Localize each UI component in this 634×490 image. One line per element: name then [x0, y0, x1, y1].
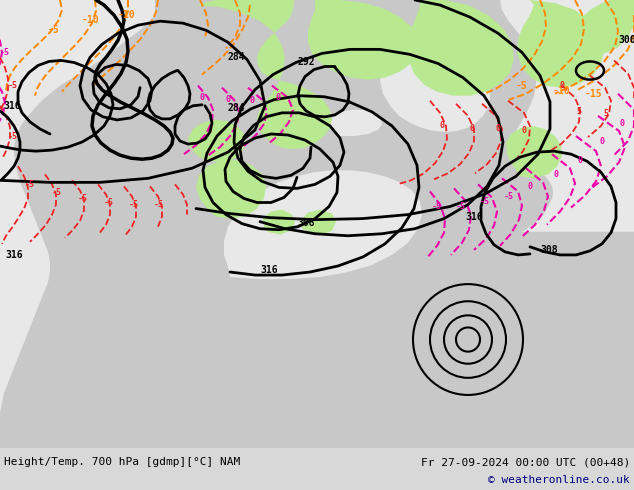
Text: 0: 0: [578, 156, 583, 165]
Polygon shape: [0, 0, 634, 448]
Polygon shape: [196, 160, 266, 219]
Text: 284: 284: [228, 52, 245, 62]
Text: 0: 0: [496, 124, 501, 133]
Text: -5: -5: [504, 192, 514, 201]
Text: 316: 316: [5, 250, 23, 260]
Text: 0: 0: [469, 124, 474, 133]
Polygon shape: [263, 210, 295, 235]
Text: -5: -5: [129, 200, 139, 209]
Polygon shape: [506, 126, 562, 178]
Text: 316: 316: [3, 101, 21, 111]
Text: -5: -5: [48, 25, 60, 35]
Text: 0: 0: [528, 182, 533, 191]
Text: -5: -5: [432, 202, 442, 211]
Polygon shape: [224, 170, 422, 279]
Text: -5: -5: [516, 81, 527, 91]
Polygon shape: [308, 0, 418, 79]
Text: 0: 0: [200, 93, 205, 102]
Polygon shape: [449, 30, 478, 55]
Text: -5: -5: [78, 194, 88, 203]
Text: © weatheronline.co.uk: © weatheronline.co.uk: [488, 475, 630, 485]
Polygon shape: [196, 0, 332, 149]
Text: 0: 0: [560, 81, 565, 90]
Text: -5: -5: [52, 188, 62, 197]
Polygon shape: [300, 210, 336, 235]
Text: 0: 0: [554, 170, 559, 179]
Text: 5: 5: [576, 107, 581, 116]
Text: -5: -5: [25, 180, 35, 189]
Text: -15: -15: [585, 89, 603, 98]
Polygon shape: [188, 120, 246, 162]
Text: -5: -5: [480, 197, 490, 206]
Text: Fr 27-09-2024 00:00 UTC (00+48): Fr 27-09-2024 00:00 UTC (00+48): [421, 457, 630, 467]
Text: -10: -10: [82, 15, 100, 25]
Text: -10: -10: [553, 86, 571, 96]
Text: 0: 0: [275, 93, 280, 102]
Text: -5: -5: [154, 200, 164, 209]
Text: Height/Temp. 700 hPa [gdmp][°C] NAM: Height/Temp. 700 hPa [gdmp][°C] NAM: [4, 457, 240, 467]
Text: 284: 284: [228, 103, 245, 113]
Polygon shape: [517, 0, 604, 88]
Text: 308: 308: [540, 245, 558, 255]
Polygon shape: [408, 0, 514, 96]
Polygon shape: [329, 110, 382, 136]
Polygon shape: [380, 57, 490, 132]
Polygon shape: [348, 25, 385, 55]
Text: -5: -5: [456, 202, 466, 211]
Text: 300: 300: [618, 35, 634, 45]
Text: 0: 0: [600, 137, 605, 146]
Text: 0: 0: [522, 126, 527, 135]
Polygon shape: [0, 0, 155, 413]
Text: 0: 0: [250, 96, 255, 105]
Text: -5: -5: [0, 48, 10, 57]
Text: -5: -5: [104, 198, 114, 207]
Text: -10: -10: [118, 10, 136, 20]
Text: 0: 0: [440, 122, 445, 130]
Polygon shape: [577, 0, 634, 54]
Text: 0: 0: [620, 120, 625, 128]
Text: -5: -5: [8, 81, 18, 90]
Text: 5: 5: [603, 109, 608, 119]
Text: 316: 316: [260, 265, 278, 275]
Text: 292: 292: [297, 57, 314, 68]
Text: 308: 308: [297, 218, 314, 228]
Polygon shape: [500, 0, 634, 232]
Text: 0: 0: [225, 95, 230, 104]
Text: -5: -5: [8, 131, 18, 141]
Text: 316: 316: [465, 212, 482, 221]
